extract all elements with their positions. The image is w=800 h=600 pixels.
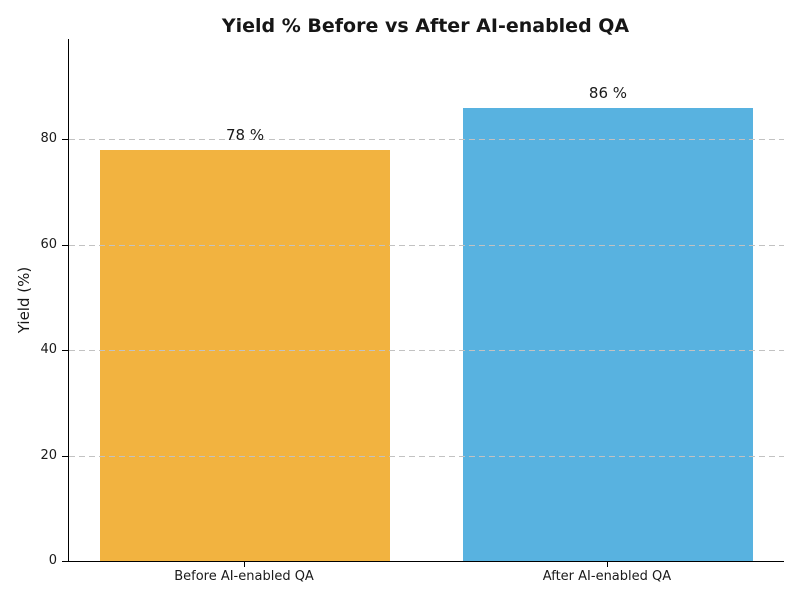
xtick-label-1: After AI-enabled QA [542,569,672,584]
gridline-80 [69,139,784,141]
ytick-mark-20 [62,455,68,457]
bar-value-label-1: 86 % [588,83,628,102]
xtick-mark-0 [244,562,246,567]
xtick-mark-1 [606,562,608,567]
ytick-mark-0 [62,561,68,562]
ytick-label-60: 60 [40,236,57,252]
gridline-20 [69,455,784,457]
ytick-mark-60 [62,244,68,246]
ytick-label-20: 20 [40,447,57,463]
plot-area: 78 % 86 % [68,39,784,562]
bar-value-label-0: 78 % [225,125,265,144]
bar-1 [462,107,754,561]
ytick-label-80: 80 [40,131,57,147]
gridline-60 [69,244,784,246]
chart-title: Yield % Before vs After AI-enabled QA [221,15,630,37]
y-axis-label: Yield (%) [15,266,33,334]
gridline-40 [69,350,784,352]
ytick-label-0: 0 [48,553,57,568]
ytick-mark-40 [62,350,68,352]
bar-0 [99,149,391,561]
ytick-mark-80 [62,139,68,141]
ytick-label-40: 40 [40,342,57,358]
xtick-label-0: Before AI-enabled QA [174,569,314,584]
